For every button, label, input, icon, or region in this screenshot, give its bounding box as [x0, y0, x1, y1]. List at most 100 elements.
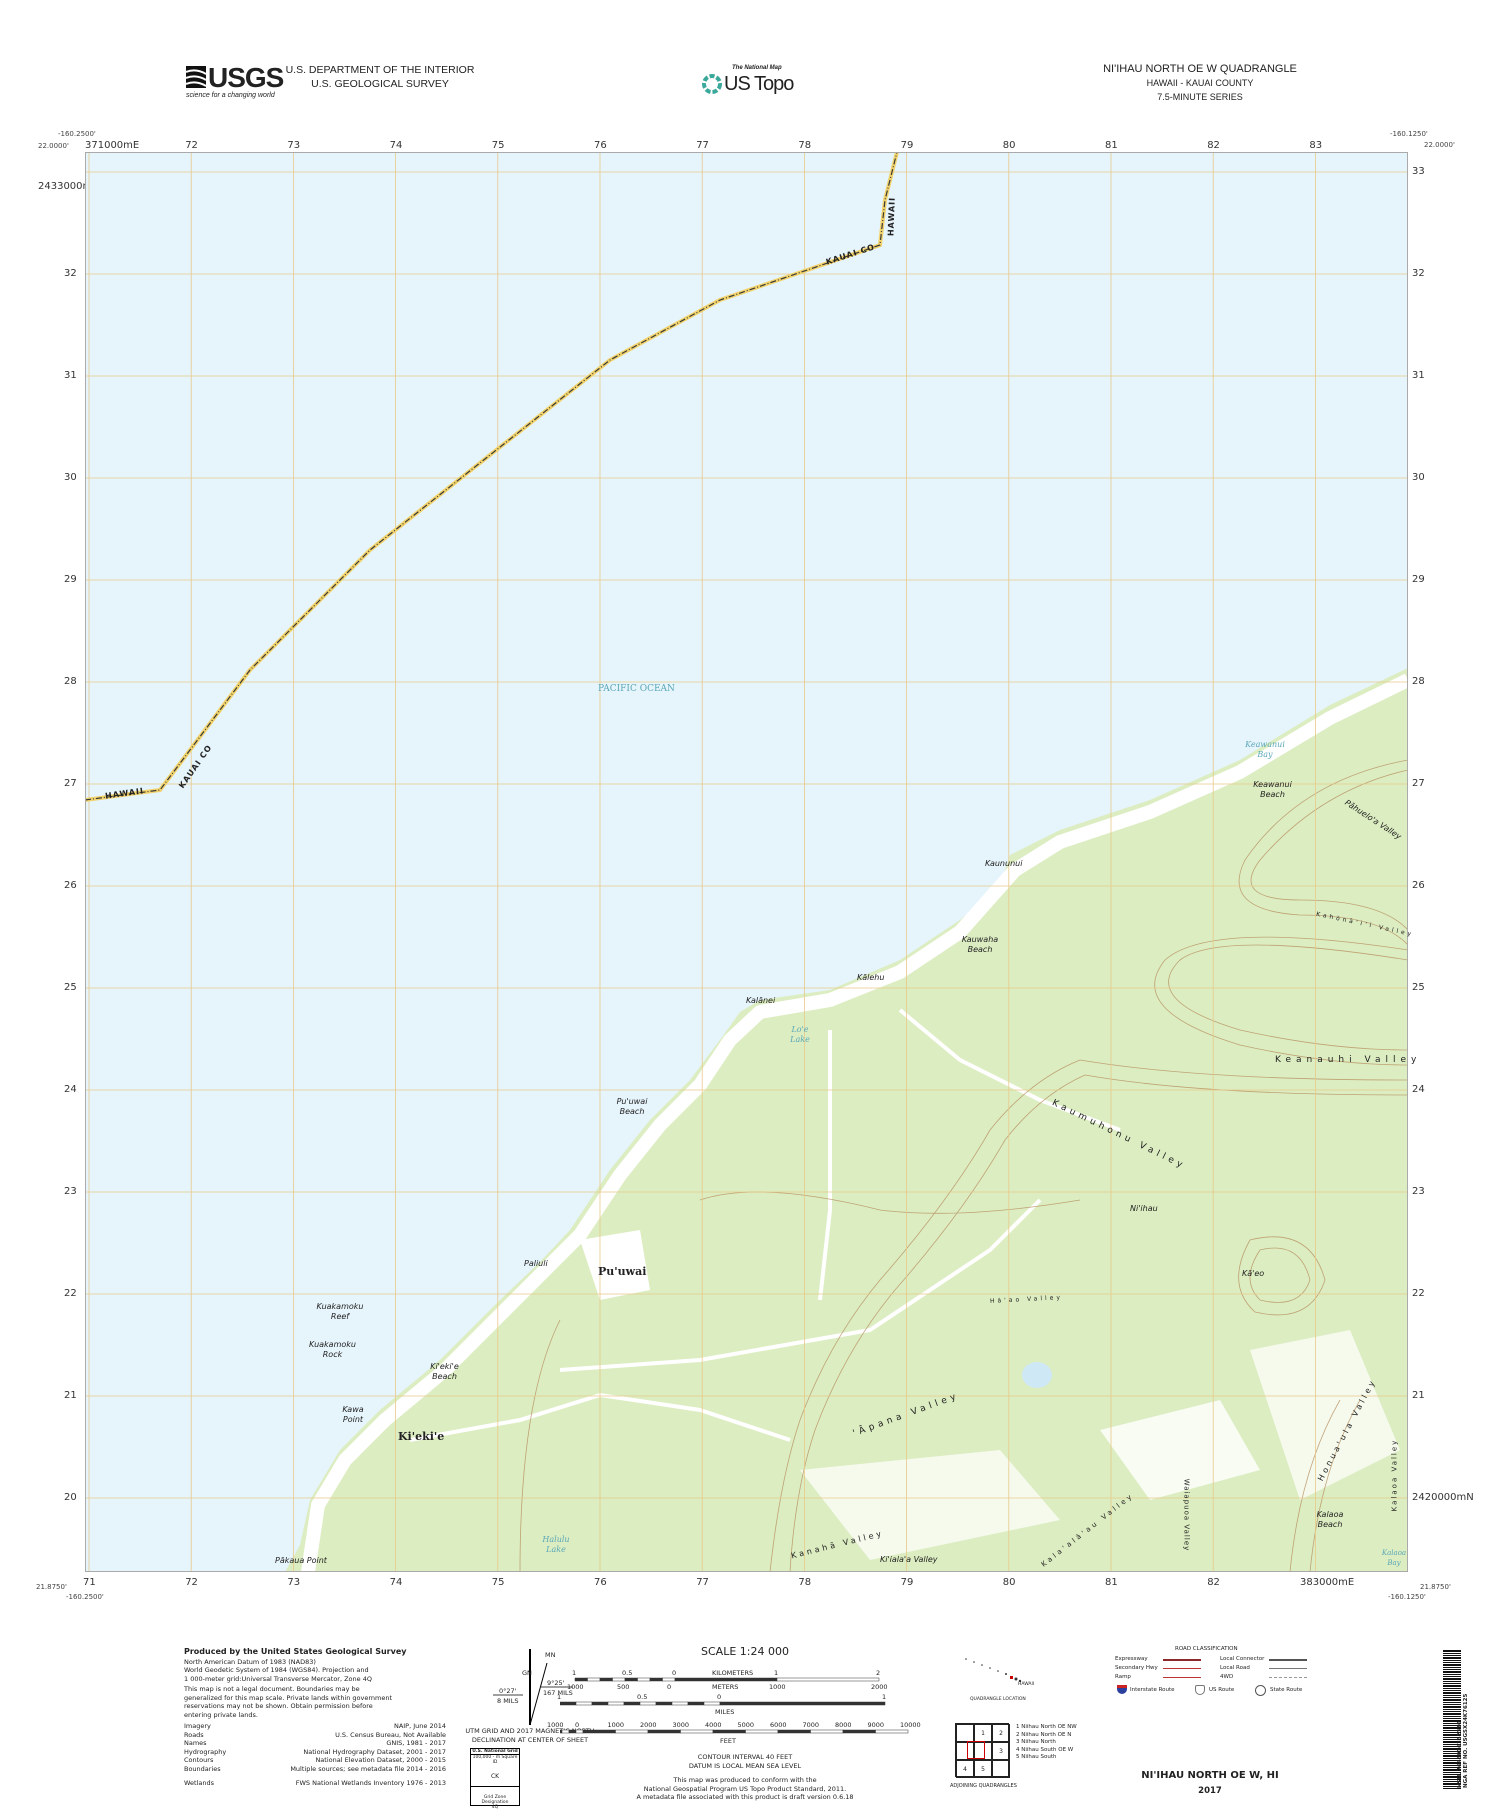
national-grid-box: U.S. National Grid 100,000 - m Square ID… [470, 1748, 520, 1810]
easting-tick-bottom: 75 [491, 1577, 505, 1588]
km-tick: 0 [672, 1669, 677, 1677]
expressway-line [1163, 1659, 1201, 1661]
us-route-shield-icon [1195, 1685, 1205, 1695]
easting-tick-bottom: 74 [389, 1577, 403, 1588]
top-northing: 2433000mN [38, 181, 100, 192]
source-row: Roads U.S. Census Bureau, Not Available [184, 1731, 446, 1740]
source-value: FWS National Wetlands Inventory 1976 - 2… [295, 1779, 446, 1787]
adjoining-cell: 2 [992, 1724, 1010, 1742]
northing-tick-right: 22 [1412, 1288, 1425, 1299]
northing-tick-left: 30 [64, 472, 77, 483]
credits-line: World Geodetic System of 1984 (WGS84). P… [184, 1666, 369, 1674]
feet-tick: 2000 [640, 1721, 657, 1729]
label-paliuli: Paliuli [524, 1259, 548, 1268]
easting-tick-bottom: 73 [287, 1577, 301, 1588]
northing-tick-left: 25 [64, 982, 77, 993]
label-loe-lake: Lo'e Lake [790, 1025, 810, 1044]
source-key: Names [184, 1739, 207, 1747]
barcode-bar [1443, 1716, 1461, 1717]
barcode-bar [1443, 1674, 1461, 1675]
m-tick: 1000 [769, 1683, 786, 1691]
label-kiekie-town: Ki'eki'e [398, 1430, 445, 1443]
northing-tick-right: 29 [1412, 574, 1425, 585]
quadrangle-location: HAWAII QUADRANGLE LOCATION [960, 1655, 1040, 1705]
mile-tick: 0.5 [637, 1693, 648, 1701]
quad-title-block: NI'IHAU NORTH OE W QUADRANGLE HAWAII - K… [1100, 62, 1300, 104]
m-label: METERS [712, 1683, 739, 1691]
km-tick: 2 [876, 1669, 881, 1677]
declination-caption: UTM GRID AND 2017 MAGNETIC NORTH [465, 1727, 595, 1735]
right-northing: 2420000mN [1412, 1492, 1474, 1503]
utm-grid [85, 152, 1408, 1572]
barcode-bar [1443, 1753, 1461, 1754]
feet-tick: 6000 [770, 1721, 787, 1729]
agency-survey: U.S. GEOLOGICAL SURVEY [311, 78, 449, 90]
us-topo-logo: The National Map US Topo [700, 65, 800, 101]
barcode-bar [1443, 1718, 1461, 1719]
sw-latitude: 21.8750' [36, 1583, 67, 1591]
mn-angle: 9°25' [547, 1679, 565, 1687]
km-bar-segment [574, 1677, 588, 1682]
feet-tick: 9000 [867, 1721, 885, 1729]
feet-bar-segment [560, 1729, 563, 1734]
northing-tick-right: 31 [1412, 370, 1425, 381]
northing-tick-right: 23 [1412, 1186, 1425, 1197]
feet-bar-segment [615, 1729, 649, 1734]
barcode-bar [1443, 1655, 1461, 1656]
footer-title-block: NI'IHAU NORTH OE W, HI 2017 [1120, 1770, 1300, 1796]
m-tick: 2000 [871, 1683, 888, 1691]
feet-bar-segment [745, 1729, 779, 1734]
barcode-bar [1443, 1657, 1461, 1659]
barcode-bar [1443, 1669, 1461, 1670]
credits-title: Produced by the United States Geological… [184, 1647, 407, 1656]
easting-tick-bottom: 80 [1002, 1577, 1016, 1588]
barcode-bar [1443, 1762, 1461, 1764]
barcode-bar [1443, 1779, 1461, 1780]
feet-bar-segment [568, 1729, 577, 1734]
feet-tick: 8000 [835, 1721, 852, 1729]
barcode-bar [1443, 1688, 1461, 1689]
easting-tick-bottom: 76 [594, 1577, 607, 1588]
mile-bar-segment [671, 1701, 689, 1706]
easting-tick-bottom: 79 [900, 1577, 914, 1588]
label-kaeo: Kā'eo [1242, 1269, 1265, 1278]
mile-bar-segment [575, 1701, 593, 1706]
disclaimer-line: entering private lands. [184, 1710, 258, 1719]
easting-tick-bottom: 77 [696, 1577, 709, 1588]
label-kalanei: Kalānei [746, 996, 776, 1005]
barcode-bar [1443, 1695, 1461, 1696]
source-value: NAIP, June 2014 [393, 1722, 446, 1730]
source-key: Imagery [184, 1722, 211, 1730]
label-kalaoa-valley: Kalaoa Valley [1390, 1438, 1399, 1512]
label-kalaoa-bay: Kalaoa Bay [1381, 1549, 1407, 1567]
easting-tick-top: 74 [389, 140, 403, 151]
road-4wd: 4WD [1220, 1674, 1234, 1680]
barcode-bar [1443, 1748, 1461, 1750]
disclaimer-line: This map is not a legal document. Bounda… [184, 1685, 360, 1693]
mile-bar-segment [655, 1701, 673, 1706]
km-bar-segment [649, 1677, 663, 1682]
easting-tick-top: 76 [594, 140, 607, 151]
disclaimer-line: generalized for this map scale. Private … [184, 1693, 393, 1702]
feet-bar-segment [680, 1729, 714, 1734]
barcode-bar [1443, 1739, 1461, 1740]
label-halulu-lake: Halulu Lake [542, 1535, 570, 1554]
feet-tick: 7000 [802, 1721, 820, 1729]
topographic-map[interactable] [85, 152, 1408, 1572]
barcode-bar [1443, 1685, 1461, 1687]
barcode-bar [1443, 1786, 1461, 1787]
feet-bar-segment [777, 1729, 811, 1734]
road-secondary: Secondary Hwy [1115, 1665, 1158, 1671]
label-kiialaa-valley: Ki'iala'a Valley [880, 1555, 938, 1564]
adjoining-cell: 5 [974, 1760, 992, 1778]
hawaii-label: HAWAII [1018, 1682, 1035, 1687]
easting-tick-top: 79 [900, 140, 914, 151]
barcode-bar [1443, 1774, 1461, 1775]
northing-tick-left: 23 [64, 1186, 77, 1197]
barcode-bar [1443, 1737, 1461, 1738]
gn-mils: 8 MILS [497, 1697, 519, 1705]
county-boundary [85, 152, 899, 802]
label-pacific-ocean: PACIFIC OCEAN [598, 684, 675, 694]
mile-bar-segment [623, 1701, 641, 1706]
mile-tick: 1 [557, 1693, 562, 1701]
